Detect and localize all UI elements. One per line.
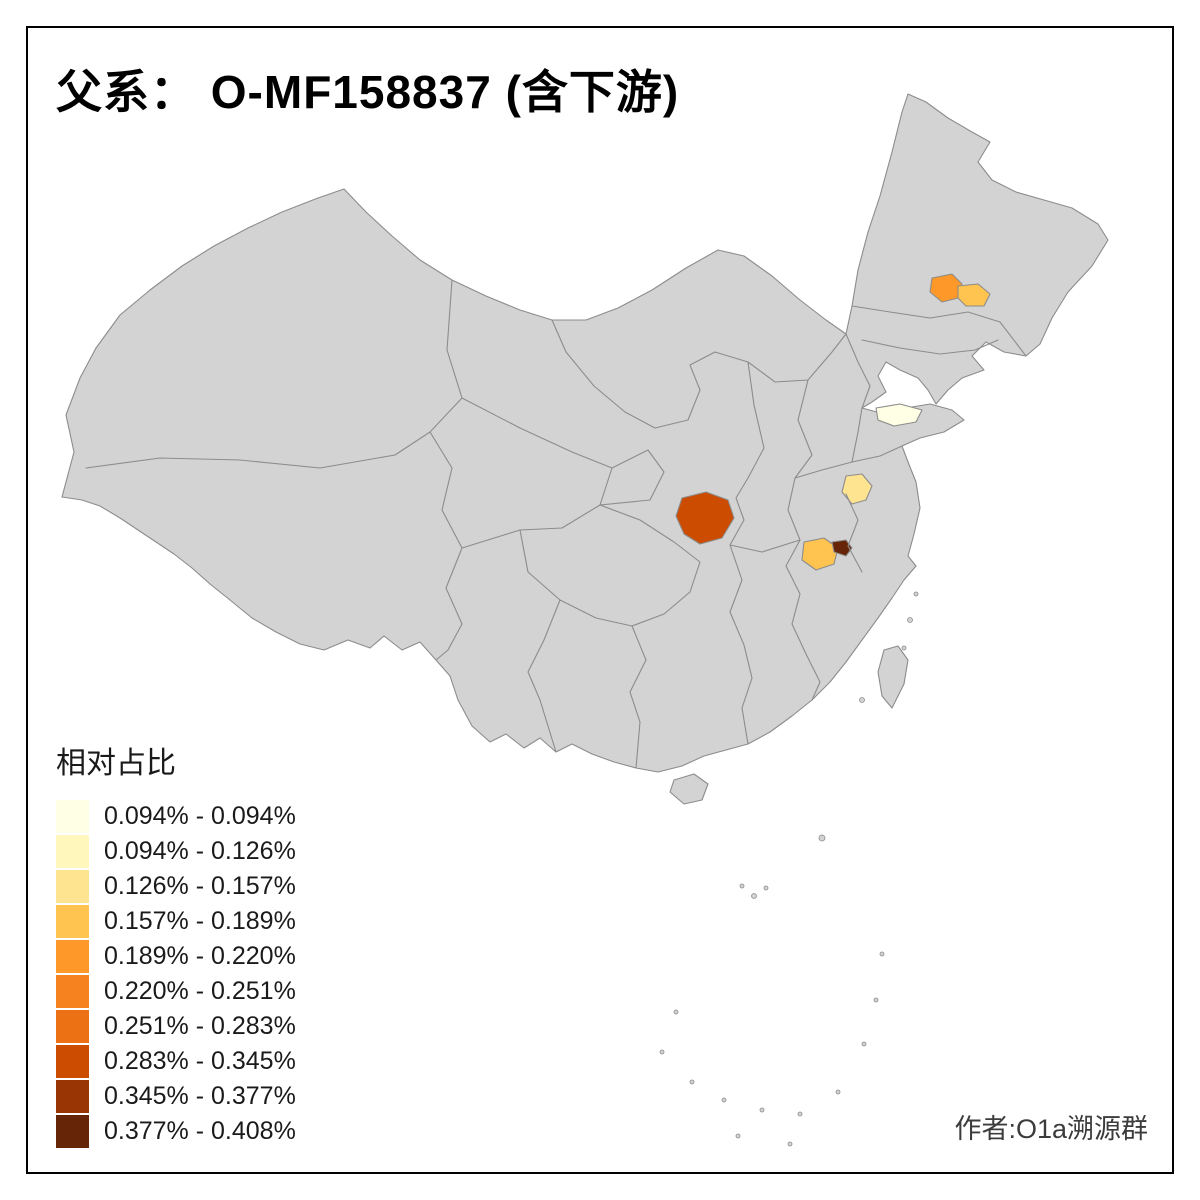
map-layers [61,93,1109,1147]
legend-swatch [56,1080,89,1113]
legend-item-label: 0.220% - 0.251% [104,977,296,1005]
author-credit: 作者:O1a溯源群 [954,1114,1148,1144]
legend-swatch-rect [56,1010,89,1043]
legend-item-label: 0.345% - 0.377% [104,1082,296,1110]
highlight-shandong [875,403,923,427]
legend: 相对占比 0.094% - 0.094% 0.094% - 0.126% 0.1… [56,738,296,1150]
highlight-hubei-yellow [801,537,839,571]
legend-item: 0.251% - 0.283% [56,1010,296,1043]
legend-item-label: 0.283% - 0.345% [104,1047,296,1075]
legend-swatch-rect [56,835,89,868]
legend-swatch-rect [56,870,89,903]
legend-item-label: 0.094% - 0.126% [104,837,296,865]
legend-swatch-rect [56,1080,89,1113]
legend-swatch [56,940,89,973]
legend-swatch [56,905,89,938]
legend-swatch [56,1045,89,1078]
legend-item: 0.126% - 0.157% [56,870,296,903]
taiwan-island [877,645,909,709]
legend-item-label: 0.377% - 0.408% [104,1117,296,1145]
legend-swatch [56,1115,89,1148]
sea-islands [659,591,919,1147]
china-mainland [61,93,1109,773]
legend-item: 0.094% - 0.094% [56,800,296,833]
legend-swatch-rect [56,975,89,1008]
highlight-hubei-dark [831,539,853,557]
highlight-shaanxi-south [675,491,735,545]
highlight-jiangsu [841,473,873,505]
legend-item-label: 0.157% - 0.189% [104,907,296,935]
legend-item: 0.094% - 0.126% [56,835,296,868]
province-borders [85,279,1027,769]
legend-item-label: 0.251% - 0.283% [104,1012,296,1040]
legend-swatch-rect [56,905,89,938]
legend-item-label: 0.126% - 0.157% [104,872,296,900]
legend-swatch-rect [56,800,89,833]
legend-swatch [56,975,89,1008]
legend-item-label: 0.094% - 0.094% [104,802,296,830]
legend-item: 0.345% - 0.377% [56,1080,296,1113]
highlight-northeast-east [957,283,991,307]
legend-item: 0.377% - 0.408% [56,1115,296,1148]
legend-swatch-rect [56,1045,89,1078]
legend-item: 0.189% - 0.220% [56,940,296,973]
legend-item-label: 0.189% - 0.220% [104,942,296,970]
legend-title: 相对占比 [56,747,176,780]
legend-item: 0.220% - 0.251% [56,975,296,1008]
legend-swatch-rect [56,1115,89,1148]
legend-swatch [56,870,89,903]
legend-item: 0.283% - 0.345% [56,1045,296,1078]
legend-item: 0.157% - 0.189% [56,905,296,938]
legend-swatch [56,835,89,868]
legend-swatch [56,1010,89,1043]
page-title: 父系： O-MF158837 (含下游) [56,66,680,118]
legend-swatch [56,800,89,833]
legend-swatch-rect [56,940,89,973]
hainan-island [669,773,709,805]
